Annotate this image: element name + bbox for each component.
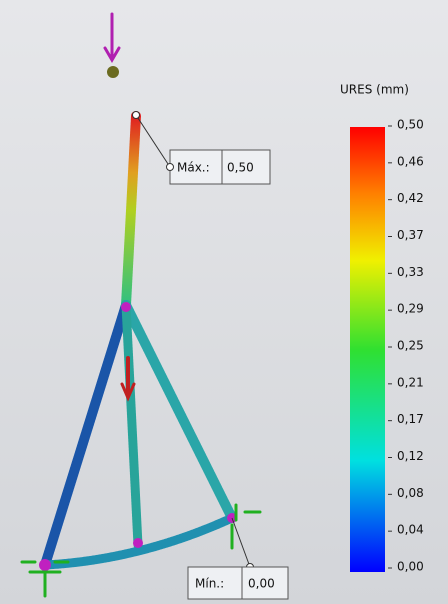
viewport: Máx.: 0,50 Mín.: 0,00 URES (mm) 0,50 0,46… <box>0 0 448 604</box>
legend-tick-label: 0,42 <box>397 191 424 205</box>
legend-tick-label: 0,04 <box>397 523 424 537</box>
legend-tick-label: 0,17 <box>397 412 424 426</box>
legend-tick-label: 0,08 <box>397 486 424 500</box>
max-value: 0,50 <box>227 161 254 175</box>
legend-tick-label: 0,46 <box>397 154 424 168</box>
legend-tick-label: 0,50 <box>397 118 424 132</box>
legend-title: URES (mm) <box>340 83 409 97</box>
legend-tick-label: 0,33 <box>397 265 424 279</box>
color-bar <box>350 127 385 572</box>
page: Máx.: 0,50 Mín.: 0,00 URES (mm) 0,50 0,46… <box>0 0 448 604</box>
max-label: Máx.: <box>177 161 210 175</box>
legend-tick-label: 0,25 <box>397 339 424 353</box>
legend-tick-label: 0,37 <box>397 228 424 242</box>
legend-tick-label: 0,29 <box>397 302 424 316</box>
legend-tick-label: 0,12 <box>397 449 424 463</box>
min-label: Mín.: <box>195 577 224 591</box>
min-value: 0,00 <box>248 577 275 591</box>
legend-tick-label: 0,00 <box>397 560 424 574</box>
legend-tick-label: 0,21 <box>397 375 424 389</box>
